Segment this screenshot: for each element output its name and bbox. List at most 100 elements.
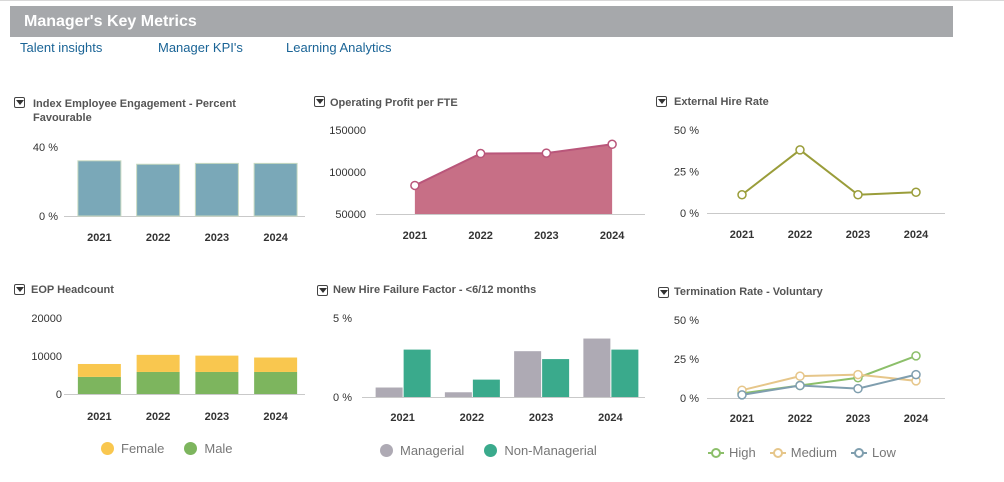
series-line xyxy=(414,143,613,187)
nav-link-manager-kpis[interactable]: Manager KPI's xyxy=(158,40,243,55)
nav-link-learning-analytics[interactable]: Learning Analytics xyxy=(286,40,392,55)
y-tick-label: 150000 xyxy=(329,125,366,137)
failure-title: New Hire Failure Factor - <6/12 months xyxy=(333,284,537,296)
legend-item-high[interactable]: High xyxy=(708,445,756,460)
x-tick-label: 2024 xyxy=(600,230,625,242)
x-tick-label: 2023 xyxy=(529,412,553,424)
x-tick-label: 2022 xyxy=(146,232,170,244)
bar-male xyxy=(136,371,180,394)
termination-legend: High Medium Low xyxy=(708,445,916,460)
engagement-chart: 0 % 40 % 2021 2022 2023 2024 xyxy=(33,142,305,244)
bar-male xyxy=(195,371,239,394)
bar-female xyxy=(136,354,180,372)
headcount-dropdown-icon[interactable] xyxy=(14,284,25,295)
y-tick-label: 25 % xyxy=(674,167,699,179)
nav-link-talent-insights[interactable]: Talent insights xyxy=(20,40,103,55)
bar xyxy=(194,162,239,217)
x-tick-label: 2021 xyxy=(403,230,427,242)
data-point-low xyxy=(853,383,863,394)
failure-dropdown-icon[interactable] xyxy=(317,285,328,296)
profit-dropdown-icon[interactable] xyxy=(314,96,325,107)
legend-label-high: High xyxy=(729,445,756,460)
medium-line-icon xyxy=(769,447,786,458)
area-fill xyxy=(414,144,613,214)
x-tick-label: 2024 xyxy=(904,413,929,425)
x-tick-label: 2022 xyxy=(788,413,812,425)
series-line-low xyxy=(741,373,917,396)
legend-item-male[interactable]: Male xyxy=(184,441,233,456)
hire-rate-title: External Hire Rate xyxy=(674,96,769,108)
bar xyxy=(77,160,122,217)
x-tick-label: 2021 xyxy=(87,232,111,244)
hire-rate-dropdown-icon[interactable] xyxy=(656,96,667,107)
x-tick-label: 2021 xyxy=(87,411,111,423)
x-tick-label: 2021 xyxy=(390,412,414,424)
legend-item-managerial[interactable]: Managerial xyxy=(380,443,464,458)
legend-item-female[interactable]: Female xyxy=(101,441,164,456)
data-point xyxy=(475,148,486,159)
legend-item-non-managerial[interactable]: Non-Managerial xyxy=(484,443,597,458)
x-tick-label: 2021 xyxy=(730,413,754,425)
series-line-medium xyxy=(741,373,917,392)
legend-item-low[interactable]: Low xyxy=(851,445,896,460)
bar-female xyxy=(195,355,239,372)
bar xyxy=(136,163,181,217)
legend-label-medium: Medium xyxy=(790,445,837,460)
bar-non-managerial xyxy=(542,359,570,397)
bar-non-managerial xyxy=(403,349,431,397)
data-point-medium xyxy=(795,371,805,381)
termination-chart: 0 % 25 % 50 % 2021 2022 2023 2024 xyxy=(674,315,945,425)
failure-legend: Managerial Non-Managerial xyxy=(380,443,617,458)
profit-title: Operating Profit per FTE xyxy=(330,97,458,109)
y-tick-label: 50 % xyxy=(674,125,699,137)
bar-managerial xyxy=(375,387,403,397)
low-line-icon xyxy=(851,447,867,458)
y-tick-label: 10000 xyxy=(31,351,62,363)
data-point-low xyxy=(911,369,921,380)
x-tick-label: 2023 xyxy=(205,411,229,423)
y-tick-label: 100000 xyxy=(329,167,366,179)
x-tick-label: 2024 xyxy=(598,412,623,424)
legend-label-female: Female xyxy=(121,441,165,456)
bar-non-managerial xyxy=(611,349,639,397)
hire-rate-chart: 0 % 25 % 50 % 2021 2022 2023 2024 xyxy=(674,125,945,241)
data-point-high xyxy=(911,351,921,361)
page-title: Manager's Key Metrics xyxy=(24,13,197,30)
header-bar: Manager's Key Metrics xyxy=(10,6,953,37)
data-point xyxy=(737,189,747,200)
x-tick-label: 2023 xyxy=(205,232,229,244)
y-tick-label: 50000 xyxy=(335,209,366,221)
data-point-low xyxy=(795,380,805,391)
legend-label-low: Low xyxy=(872,445,896,460)
high-line-icon xyxy=(708,447,724,458)
x-tick-label: 2023 xyxy=(846,229,870,241)
non-managerial-swatch-icon xyxy=(484,444,498,457)
bar-managerial xyxy=(444,392,472,397)
y-tick-label: 0 xyxy=(56,389,62,401)
x-tick-label: 2024 xyxy=(904,229,929,241)
engagement-dropdown-icon[interactable] xyxy=(14,97,25,108)
headcount-chart: 0 10000 20000 2021 2022 2023 2024 xyxy=(31,313,305,423)
data-point xyxy=(795,145,805,155)
headcount-title: EOP Headcount xyxy=(31,284,114,296)
bar-female xyxy=(254,357,298,372)
x-tick-label: 2022 xyxy=(468,230,492,242)
legend-item-medium[interactable]: Medium xyxy=(769,445,837,460)
y-tick-label: 25 % xyxy=(674,354,699,366)
y-tick-label: 0 % xyxy=(39,211,58,223)
legend-label-male: Male xyxy=(204,441,233,456)
y-tick-label: 0 % xyxy=(680,393,699,405)
male-swatch-icon xyxy=(184,442,198,455)
x-tick-label: 2023 xyxy=(846,413,870,425)
engagement-title: Index Employee Engagement - Percent Favou… xyxy=(33,98,236,124)
managerial-swatch-icon xyxy=(380,444,393,457)
top-border xyxy=(0,0,1004,4)
bar-female xyxy=(77,363,121,377)
data-point xyxy=(853,189,863,200)
legend-label-managerial: Managerial xyxy=(400,443,465,458)
bar-male xyxy=(77,376,121,394)
y-tick-label: 40 % xyxy=(33,142,58,154)
termination-dropdown-icon[interactable] xyxy=(658,287,669,298)
termination-title: Termination Rate - Voluntary xyxy=(674,286,823,298)
bar xyxy=(253,162,298,217)
